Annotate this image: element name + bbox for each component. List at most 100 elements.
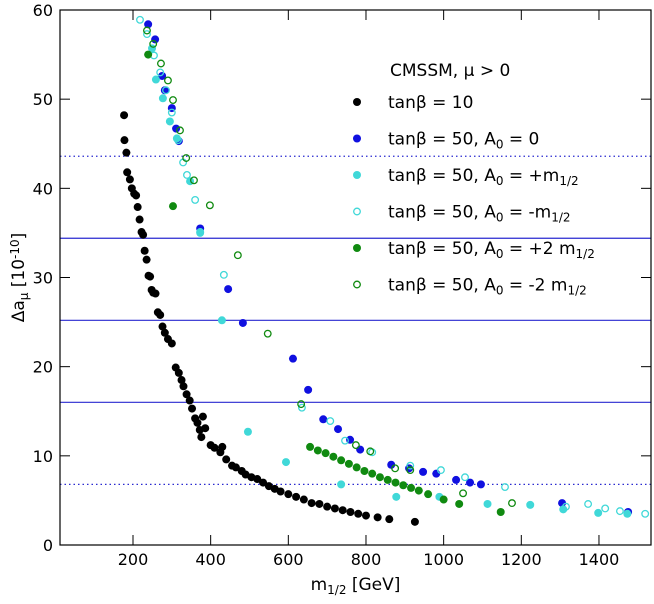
label-part: = +2 m: [503, 239, 575, 259]
data-point: [297, 403, 306, 412]
data-point: [151, 75, 160, 84]
data-point: [144, 20, 153, 29]
label-part: 1/2: [327, 583, 346, 597]
data-point: [501, 483, 509, 491]
data-point: [392, 492, 401, 501]
y-tick-label: 60: [33, 1, 53, 20]
label-part: tanβ = 50, A: [388, 130, 496, 150]
data-point: [330, 504, 339, 513]
data-point: [313, 446, 322, 455]
data-point: [172, 134, 181, 143]
label-part: tanβ = 50, A: [388, 239, 496, 259]
data-point: [135, 215, 144, 224]
data-point: [151, 289, 160, 298]
legend-marker: [353, 171, 361, 179]
data-point: [168, 202, 177, 211]
data-point: [284, 490, 293, 499]
data-point: [217, 316, 226, 325]
label-part: -10: [8, 239, 22, 259]
data-point: [218, 442, 227, 451]
data-point: [558, 499, 567, 508]
data-point: [346, 508, 355, 517]
data-point: [140, 246, 149, 255]
data-point: [297, 400, 306, 409]
data-point: [436, 466, 445, 475]
label-part: = +m: [503, 166, 559, 186]
data-point: [179, 382, 188, 391]
data-point: [183, 171, 191, 179]
data-point: [219, 270, 228, 279]
label-part: 1/2: [567, 283, 586, 297]
data-point: [136, 15, 144, 24]
data-point: [304, 385, 313, 394]
label-part: 0: [496, 247, 504, 261]
data-point: [157, 59, 165, 68]
data-point: [160, 328, 169, 337]
data-point: [176, 126, 184, 135]
data-point: [190, 176, 198, 185]
label-part: 1/2: [551, 210, 570, 224]
data-point: [182, 390, 191, 399]
data-point: [383, 475, 392, 484]
legend-label: tanβ = 10: [388, 93, 473, 113]
data-point: [615, 507, 624, 516]
data-point: [156, 68, 165, 77]
data-point: [177, 376, 186, 385]
data-point: [172, 124, 181, 133]
data-point: [167, 108, 176, 117]
data-point: [323, 502, 332, 511]
data-point: [158, 71, 167, 80]
legend-marker: [353, 134, 361, 143]
data-point: [238, 318, 247, 327]
data-point: [123, 168, 132, 177]
legend-label: tanβ = 50, A0 = 0: [388, 130, 539, 152]
data-point: [133, 203, 142, 212]
legend-marker: [353, 280, 361, 289]
data-point: [526, 500, 535, 509]
x-tick-label: 1400: [579, 550, 620, 569]
y-axis-label: Δaμ [10-10]: [8, 233, 31, 323]
data-point: [158, 94, 167, 103]
data-point: [432, 469, 441, 478]
data-point: [399, 481, 408, 490]
data-point: [406, 461, 415, 470]
data-point: [337, 480, 346, 489]
data-point: [407, 483, 416, 492]
y-tick-label: 50: [33, 90, 53, 109]
x-tick-label: 1000: [423, 550, 464, 569]
data-point: [391, 478, 400, 487]
label-part: = -m: [503, 203, 551, 223]
data-point: [122, 148, 131, 157]
data-point: [210, 443, 219, 452]
x-tick-label: 200: [118, 550, 149, 569]
data-point: [163, 76, 172, 85]
data-point: [151, 35, 160, 44]
data-point: [352, 463, 361, 472]
data-point: [307, 499, 316, 508]
data-point: [594, 508, 603, 517]
data-point: [373, 513, 382, 522]
data-point: [149, 39, 158, 48]
label-part: 1/2: [559, 174, 578, 188]
data-point: [452, 475, 461, 484]
legend-title: CMSSM, μ > 0: [390, 61, 510, 81]
data-point: [205, 201, 214, 210]
data-point: [361, 511, 370, 520]
data-point: [601, 504, 610, 513]
data-point: [156, 310, 165, 319]
label-part: m: [311, 575, 328, 595]
legend-marker: [353, 244, 361, 252]
legend-label: tanβ = 50, A0 = -2 m1/2: [388, 276, 587, 298]
label-part: 0: [496, 174, 504, 188]
data-point: [162, 86, 170, 95]
label-part: = 0: [503, 130, 539, 150]
data-point: [360, 466, 369, 475]
data-point: [158, 322, 167, 331]
data-point: [375, 473, 384, 482]
label-part: 0: [496, 210, 504, 224]
data-point: [191, 195, 200, 204]
data-point: [391, 464, 400, 473]
data-point: [424, 490, 433, 499]
data-point: [476, 480, 485, 489]
y-tick-label: 30: [33, 269, 53, 288]
